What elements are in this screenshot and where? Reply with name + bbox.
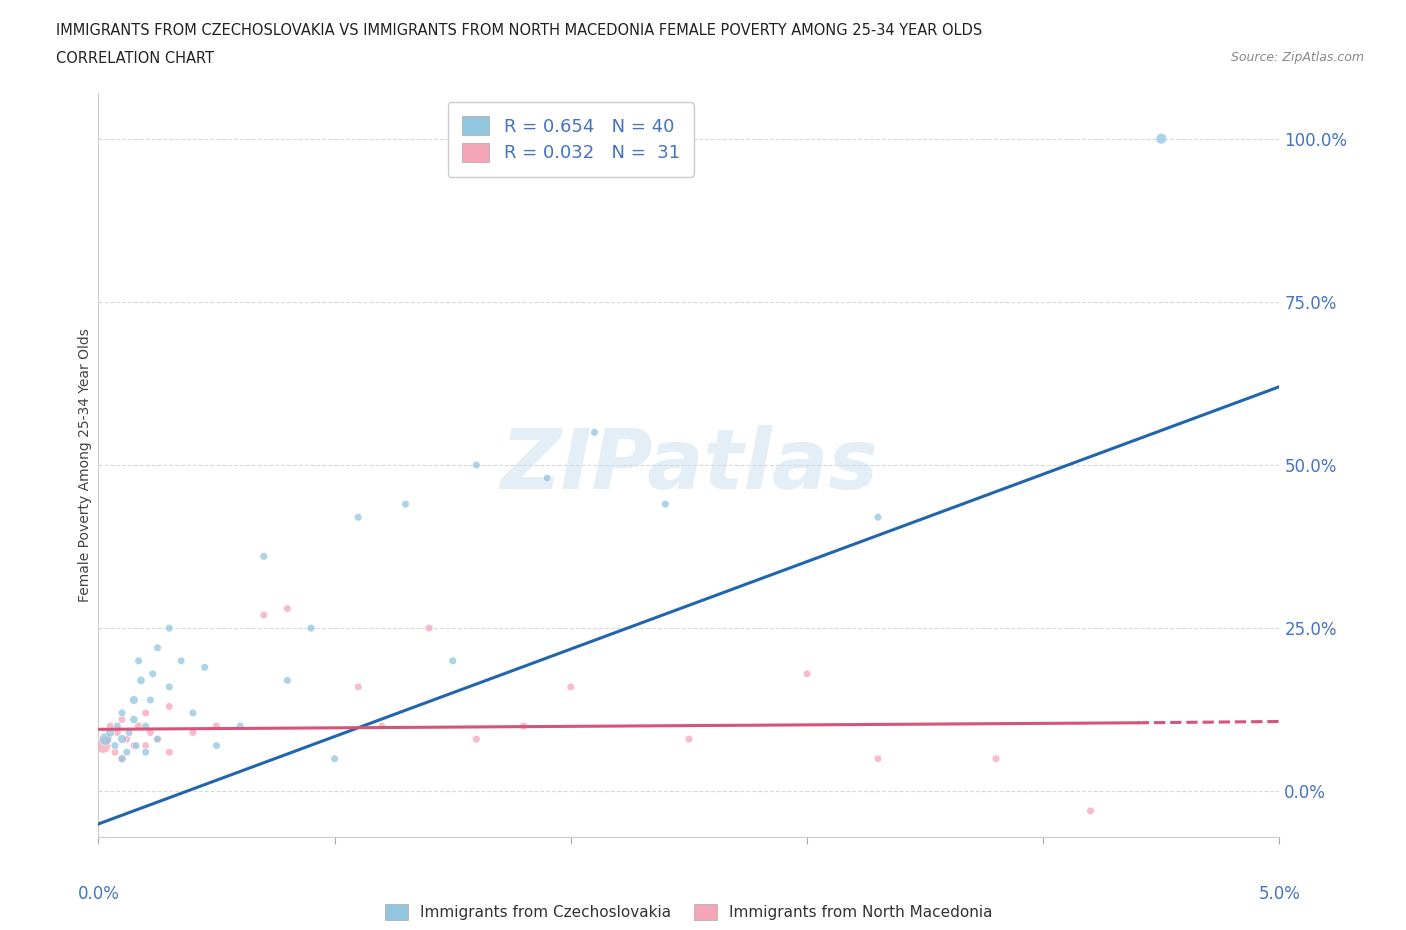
Point <box>170 654 193 669</box>
Text: 0.0%: 0.0% <box>77 885 120 903</box>
Point <box>371 719 394 734</box>
Point <box>115 732 138 747</box>
Point <box>984 751 1007 766</box>
Point <box>299 620 322 635</box>
Text: Source: ZipAtlas.com: Source: ZipAtlas.com <box>1230 51 1364 64</box>
Point <box>654 497 676 512</box>
Point <box>129 673 152 688</box>
Point <box>111 732 134 747</box>
Text: IMMIGRANTS FROM CZECHOSLOVAKIA VS IMMIGRANTS FROM NORTH MACEDONIA FEMALE POVERTY: IMMIGRANTS FROM CZECHOSLOVAKIA VS IMMIGR… <box>56 23 983 38</box>
Point <box>105 725 128 740</box>
Point <box>139 693 162 708</box>
Point <box>104 745 127 760</box>
Legend: Immigrants from Czechoslovakia, Immigrants from North Macedonia: Immigrants from Czechoslovakia, Immigran… <box>380 897 998 926</box>
Point <box>135 706 157 721</box>
Point <box>866 510 889 525</box>
Point <box>125 738 148 753</box>
Point <box>111 751 134 766</box>
Point <box>128 719 150 734</box>
Text: CORRELATION CHART: CORRELATION CHART <box>56 51 214 66</box>
Point <box>135 719 157 734</box>
Text: 5.0%: 5.0% <box>1258 885 1301 903</box>
Point <box>205 738 228 753</box>
Point <box>91 738 114 753</box>
Point <box>104 738 127 753</box>
Point <box>560 680 582 695</box>
Y-axis label: Female Poverty Among 25-34 Year Olds: Female Poverty Among 25-34 Year Olds <box>79 328 93 602</box>
Point <box>94 732 117 747</box>
Point <box>253 549 276 564</box>
Point <box>323 751 346 766</box>
Point <box>111 712 134 727</box>
Point <box>146 732 169 747</box>
Point <box>866 751 889 766</box>
Point <box>394 497 416 512</box>
Point <box>115 745 138 760</box>
Point <box>105 719 128 734</box>
Point <box>139 725 162 740</box>
Point <box>157 745 180 760</box>
Point <box>122 693 145 708</box>
Point <box>465 458 488 472</box>
Point <box>146 732 169 747</box>
Point <box>253 607 276 622</box>
Point <box>97 732 120 747</box>
Point <box>128 654 150 669</box>
Point <box>276 673 298 688</box>
Point <box>465 732 488 747</box>
Point <box>678 732 700 747</box>
Point <box>98 725 121 740</box>
Point <box>205 719 228 734</box>
Point <box>194 660 217 675</box>
Point <box>347 510 370 525</box>
Point <box>1150 131 1173 146</box>
Point <box>135 745 157 760</box>
Point <box>229 719 252 734</box>
Point <box>157 680 180 695</box>
Point <box>347 680 370 695</box>
Point <box>111 751 134 766</box>
Point <box>98 719 121 734</box>
Point <box>157 699 180 714</box>
Point <box>118 725 141 740</box>
Point <box>796 667 818 682</box>
Text: ZIPatlas: ZIPatlas <box>501 424 877 506</box>
Point <box>441 654 464 669</box>
Point <box>536 471 558 485</box>
Point <box>583 425 606 440</box>
Point <box>181 706 204 721</box>
Point <box>1080 804 1102 818</box>
Point <box>418 620 440 635</box>
Point <box>111 706 134 721</box>
Point <box>122 712 145 727</box>
Point <box>122 738 145 753</box>
Point <box>146 640 169 655</box>
Point <box>142 667 165 682</box>
Point <box>135 738 157 753</box>
Point <box>276 601 298 616</box>
Point <box>512 719 534 734</box>
Point <box>157 620 180 635</box>
Point <box>181 725 204 740</box>
